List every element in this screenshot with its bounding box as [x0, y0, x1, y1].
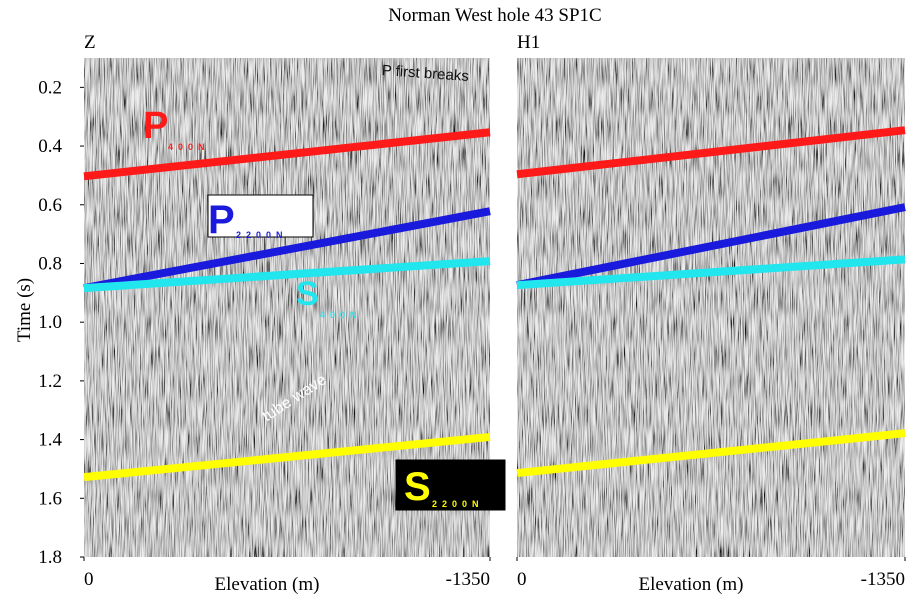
event-pick-line: [83, 432, 491, 482]
y-tick-label: 1.0: [38, 312, 62, 333]
y-tick-label: 1.2: [38, 371, 62, 392]
panel-label: H1: [517, 32, 540, 53]
x-axis-label: Elevation (m): [639, 574, 744, 595]
annotation: S: [296, 275, 319, 313]
event-pick-line: [516, 255, 906, 290]
panel-label: Z: [84, 32, 96, 53]
event-pick-line: [516, 203, 906, 290]
y-tick-label: 1.4: [38, 430, 62, 451]
x-tick-label: 0: [84, 569, 94, 590]
label-box: [207, 194, 314, 238]
x-tick-label: -1350: [446, 569, 490, 590]
y-tick-label: 0.2: [38, 77, 62, 98]
event-pick-line: [83, 257, 491, 293]
annotation: P: [208, 198, 235, 242]
y-tick-label: 1.8: [38, 547, 62, 568]
label-box: [395, 459, 506, 511]
annotation-subscript: 400N: [168, 142, 210, 152]
annotation-subscript: 2200N: [432, 499, 484, 509]
y-tick-label: 0.4: [38, 136, 62, 157]
x-axis-label: Elevation (m): [215, 574, 320, 595]
y-tick-label: 0.6: [38, 195, 62, 216]
y-axis-label: Time (s): [14, 278, 35, 342]
event-pick-line: [516, 429, 906, 478]
y-tick-label: 1.6: [38, 488, 62, 509]
annotation-subscript: 2200N: [236, 230, 288, 240]
annotation-subscript: 400N: [320, 310, 362, 320]
annotation: P first breaks: [381, 62, 469, 85]
event-pick-line: [83, 128, 491, 181]
event-pick-line: [516, 126, 906, 179]
x-tick-label: -1350: [861, 569, 905, 590]
y-tick-label: 0.8: [38, 253, 62, 274]
event-pick-line: [83, 207, 491, 293]
annotation: S: [404, 465, 431, 509]
figure-title: Norman West hole 43 SP1C: [388, 5, 601, 26]
x-tick-label: 0: [517, 569, 527, 590]
annotation: P: [143, 105, 168, 147]
